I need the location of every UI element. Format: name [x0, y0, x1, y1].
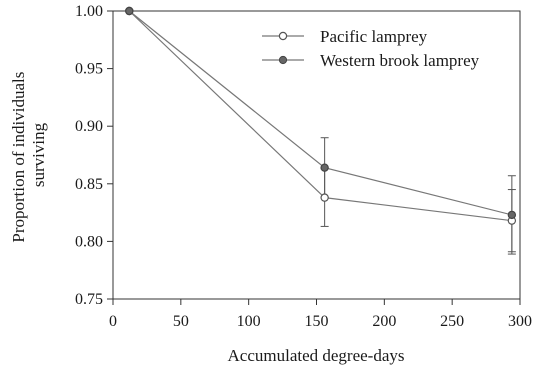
y-tick-label: 1.00	[75, 3, 103, 20]
y-tick-label: 0.80	[75, 233, 103, 250]
y-tick-label: 0.90	[75, 118, 103, 135]
legend-marker-western-brook-lamprey	[278, 55, 288, 65]
data-point-western-brook-lamprey	[125, 6, 134, 16]
y-tick-label: 0.95	[75, 61, 103, 78]
x-tick-label: 150	[305, 313, 329, 330]
legend-label-pacific-lamprey: Pacific lamprey	[320, 27, 428, 46]
legend: Pacific lamprey Western brook lamprey	[262, 27, 480, 70]
y-tick-label: 0.85	[75, 176, 103, 193]
x-tick-label: 100	[237, 313, 261, 330]
y-axis-title-line-1: Proportion of individuals	[9, 72, 28, 243]
x-tick-label: 50	[173, 313, 189, 330]
y-axis: 0.75 0.80 0.85 0.90 0.95 1.00	[75, 3, 113, 308]
x-tick-label: 300	[508, 313, 532, 330]
data-point-western-brook-lamprey	[507, 210, 517, 220]
y-axis-title: Proportion of individuals surviving	[9, 67, 48, 242]
x-tick-label: 250	[440, 313, 464, 330]
data-point-western-brook-lamprey	[320, 163, 329, 172]
legend-label-western-brook-lamprey: Western brook lamprey	[320, 51, 480, 70]
x-axis-title: Accumulated degree-days	[228, 346, 405, 365]
series-layer	[125, 6, 517, 255]
y-tick-label: 0.75	[75, 291, 103, 308]
x-tick-label: 200	[372, 313, 396, 330]
x-tick-label: 0	[109, 313, 117, 330]
data-point-pacific-lamprey	[320, 193, 329, 202]
y-axis-title-line-2: surviving	[29, 122, 48, 187]
legend-marker-pacific-lamprey	[278, 31, 288, 41]
x-axis: 0 50 100 150 200 250 300	[109, 299, 532, 330]
